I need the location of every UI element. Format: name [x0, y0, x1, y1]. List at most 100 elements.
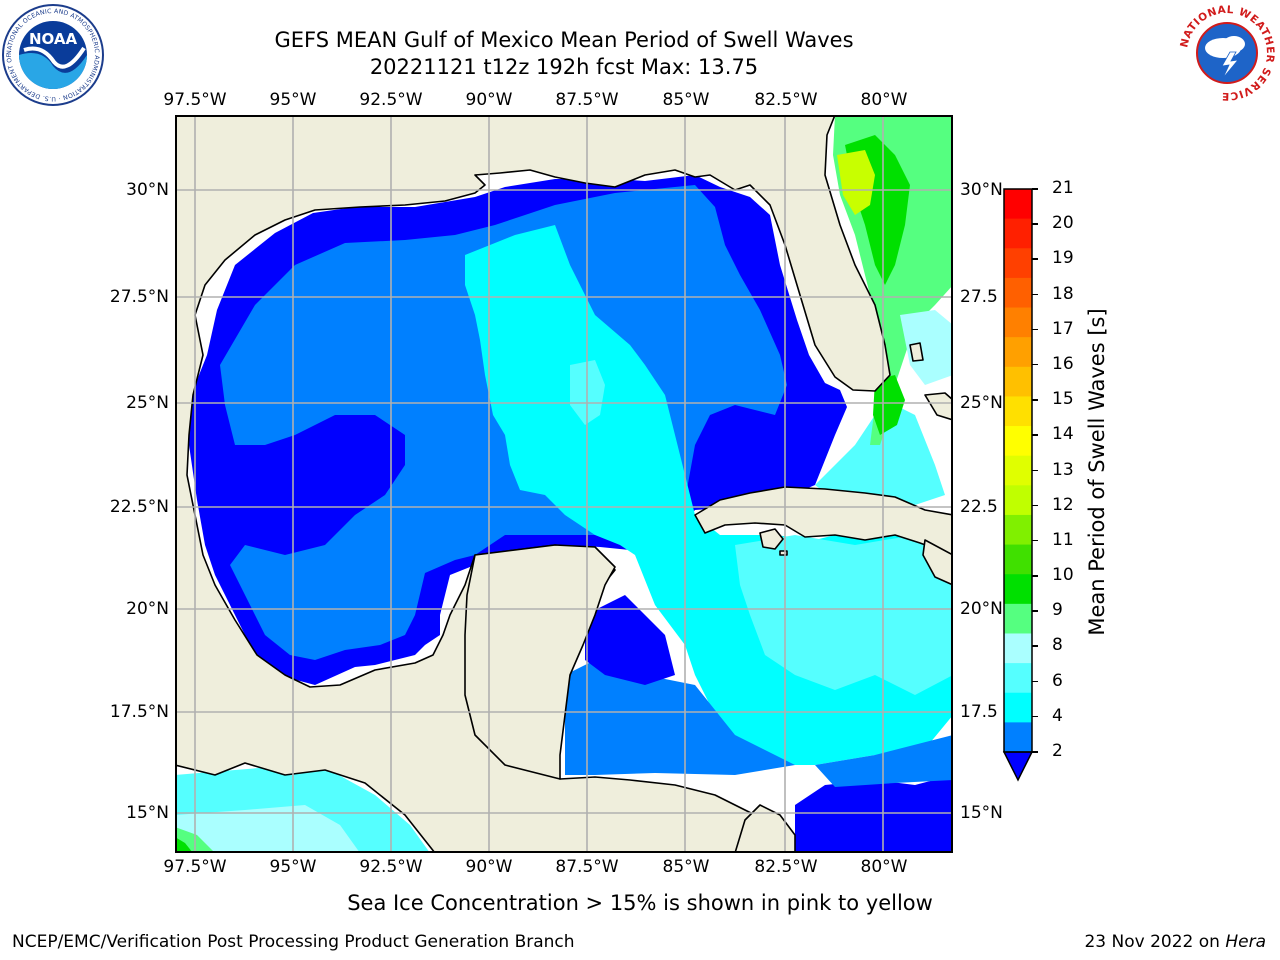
date-stamp: 23 Nov 2022 on Hera [1084, 932, 1266, 952]
colorbar-tick-mark [1032, 328, 1038, 331]
colorbar-tick-mark [1032, 575, 1038, 577]
colorbar-tick-label: 16 [1052, 353, 1074, 374]
map-subtitle: 20221121 t12z 192h fcst Max: 13.75 [369, 55, 759, 79]
colorbar-tick-mark [1032, 223, 1038, 225]
colorbar-segment [1004, 248, 1032, 279]
bahamas-green [873, 375, 905, 435]
colorbar-tick-label: 10 [1052, 565, 1074, 586]
colorbar-tick-label: 18 [1052, 283, 1074, 304]
colorbar-segment [1004, 485, 1032, 516]
cyan-patch-caribbean [735, 535, 953, 695]
lon-tick-top: 97.5°W [163, 90, 227, 110]
colorbar-segment [1004, 663, 1032, 694]
lat-tick-left: 20°N [126, 599, 169, 619]
colorbar-segment [1004, 307, 1032, 338]
land [175, 115, 953, 853]
colorbar-tick-mark [1032, 539, 1038, 542]
colorbar-segment [1004, 544, 1032, 575]
noaa-logo: NATIONAL OCEANIC AND ATMOSPHERIC ADMINIS… [0, 0, 104, 106]
colorbar-tick-label: 8 [1052, 635, 1063, 656]
colorbar-tick-mark [1032, 258, 1038, 260]
noaa-logo-text: NOAA [29, 30, 78, 48]
land-isla-juventud [759, 528, 784, 550]
caribbean-blue-se [815, 735, 953, 787]
colorbar-segment [1004, 633, 1032, 664]
colorbar [1000, 185, 1050, 785]
lat-tick-left: 27.5°N [109, 287, 169, 307]
lon-tick-bottom: 92.5°W [359, 857, 423, 877]
colorbar-tick-label: 20 [1052, 213, 1074, 234]
colorbar-segment [1004, 574, 1032, 605]
colorbar-tick-mark [1032, 715, 1038, 718]
lon-tick-top: 95°W [269, 90, 317, 110]
map-title: GEFS MEAN Gulf of Mexico Mean Period of … [274, 28, 854, 52]
colorbar-tick-label: 14 [1052, 424, 1074, 445]
colorbar-segment [1004, 277, 1032, 309]
pacific-palecyan [175, 805, 360, 853]
colorbar-segment [1004, 396, 1032, 427]
colorbar-tick-label: 15 [1052, 389, 1074, 410]
lon-tick-bottom: 97.5°W [163, 857, 227, 877]
colorbar-tick-mark [1032, 751, 1038, 753]
map-panel [175, 115, 953, 853]
colorbar-tick-label: 2 [1052, 741, 1063, 761]
colorbar-tick-label: 9 [1052, 600, 1063, 621]
colorbar-tick-label: 17 [1052, 318, 1074, 339]
colorbar-segment [1004, 366, 1032, 397]
atlantic-palecyan [900, 310, 953, 385]
colorbar-tick-label: 12 [1052, 494, 1074, 515]
colorbar-segment [1004, 692, 1032, 723]
colorbar-segment [1004, 189, 1032, 220]
land-central-america [734, 804, 796, 853]
colorbar-segment [1004, 514, 1032, 546]
lon-tick-top: 92.5°W [359, 90, 423, 110]
caribbean-darkblue-se [795, 775, 953, 853]
colorbar-extend-arrow [1002, 751, 1034, 782]
honduras-darkblue [585, 595, 675, 685]
credit-text: NCEP/EMC/Verification Post Processing Pr… [12, 932, 575, 952]
cyan-patch-straits [815, 405, 945, 505]
colorbar-tick-label: 4 [1052, 705, 1063, 726]
lon-tick-bottom: 90°W [465, 857, 513, 877]
lat-tick-right: 22.5 [960, 497, 998, 517]
colorbar-tick-mark [1032, 645, 1038, 647]
lon-tick-top: 87.5°W [555, 90, 619, 110]
colorbar-segment [1004, 218, 1032, 249]
honduras-blue [565, 655, 795, 775]
colorbar-tick-mark [1032, 469, 1038, 471]
map-gridlines [175, 115, 953, 853]
land-hispaniola [922, 539, 953, 586]
colorbar-tick-mark [1032, 399, 1038, 401]
land-cayman [779, 550, 788, 556]
lat-tick-left: 17.5°N [109, 702, 169, 722]
land-bahamas-2 [909, 342, 924, 362]
colorbar-segment [1004, 337, 1032, 368]
lon-tick-bottom: 80°W [860, 857, 908, 877]
lat-tick-right: 15°N [960, 803, 1003, 823]
atlantic-yellowgreen [837, 150, 875, 215]
lon-tick-bottom: 85°W [662, 857, 710, 877]
colorbar-tick-label: 13 [1052, 459, 1074, 480]
colorbar-segment [1004, 455, 1032, 486]
machine-name: Hera [1225, 932, 1266, 952]
lon-tick-top: 82.5°W [754, 90, 818, 110]
colorbar-segment [1004, 426, 1032, 457]
colorbar-tick-label: 21 [1052, 178, 1074, 198]
pacific-brightgreen [175, 837, 193, 853]
colorbar-tick-label: 6 [1052, 670, 1063, 691]
lat-tick-left: 25°N [126, 393, 169, 413]
lat-tick-right: 20°N [960, 599, 1003, 619]
colorbar-tick-label: 19 [1052, 248, 1074, 269]
land-bahamas-1 [924, 392, 953, 421]
colorbar-tick-mark [1032, 680, 1038, 683]
lon-tick-top: 90°W [465, 90, 513, 110]
lon-tick-top: 80°W [860, 90, 908, 110]
lat-tick-left: 15°N [126, 803, 169, 823]
colorbar-segment [1004, 722, 1032, 753]
lon-tick-top: 85°W [662, 90, 710, 110]
lat-tick-left: 22.5°N [109, 497, 169, 517]
colorbar-tick-label: 11 [1052, 529, 1074, 550]
lon-tick-bottom: 82.5°W [754, 857, 818, 877]
lon-tick-bottom: 87.5°W [555, 857, 619, 877]
nws-logo: NATIONAL WEATHER SERVICE [1176, 2, 1278, 104]
